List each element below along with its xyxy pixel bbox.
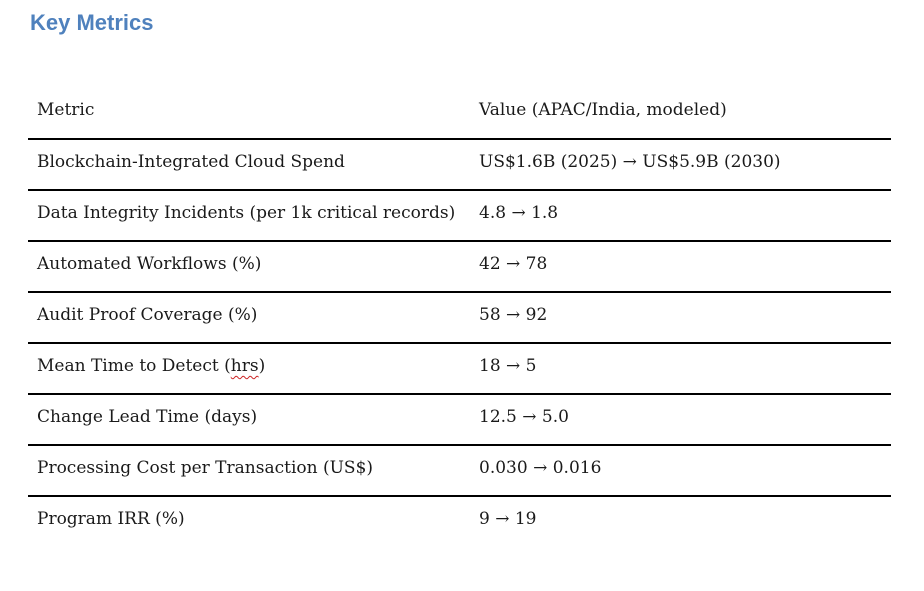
- table-header-row: Metric Value (APAC/India, modeled): [28, 87, 891, 140]
- table-row: Data Integrity Incidents (per 1k critica…: [28, 190, 891, 242]
- metric-cell: Data Integrity Incidents (per 1k critica…: [28, 190, 470, 242]
- table-row: Program IRR (%) 9 → 19: [28, 496, 891, 546]
- metric-text: ): [258, 356, 266, 376]
- key-metrics-table: Metric Value (APAC/India, modeled) Block…: [28, 87, 891, 546]
- value-cell: 18 → 5: [470, 343, 891, 395]
- table-row: Processing Cost per Transaction (US$) 0.…: [28, 445, 891, 497]
- value-cell: 42 → 78: [470, 241, 891, 293]
- table-row: Audit Proof Coverage (%) 58 → 92: [28, 292, 891, 344]
- table-row: Blockchain-Integrated Cloud Spend US$1.6…: [28, 139, 891, 191]
- column-header-metric: Metric: [28, 87, 470, 140]
- page-title: Key Metrics: [30, 10, 154, 35]
- value-cell: 9 → 19: [479, 509, 537, 529]
- value-cell: 58 → 92: [470, 292, 891, 344]
- table-row: Mean Time to Detect (hrs) 18 → 5: [28, 343, 891, 395]
- value-cell: 4.8 → 1.8: [470, 190, 891, 242]
- metric-cell: Blockchain-Integrated Cloud Spend: [28, 139, 470, 191]
- spellcheck-word: hrs: [230, 356, 259, 376]
- value-cell: 12.5 → 5.0: [470, 394, 891, 446]
- metric-cell: Audit Proof Coverage (%): [28, 292, 470, 344]
- metric-cell: Automated Workflows (%): [28, 241, 470, 293]
- value-cell: US$1.6B (2025) → US$5.9B (2030): [470, 139, 891, 191]
- metric-cell: Change Lead Time (days): [28, 394, 470, 446]
- metric-cell: Mean Time to Detect (hrs): [28, 343, 470, 395]
- table-row: Change Lead Time (days) 12.5 → 5.0: [28, 394, 891, 446]
- value-cell: 0.030 → 0.016: [470, 445, 891, 497]
- table-row: Automated Workflows (%) 42 → 78: [28, 241, 891, 293]
- metric-cell: Processing Cost per Transaction (US$): [28, 445, 470, 497]
- metric-text: Mean Time to Detect (: [37, 356, 231, 376]
- column-header-value: Value (APAC/India, modeled): [470, 87, 891, 140]
- metric-cell: Program IRR (%): [37, 509, 185, 529]
